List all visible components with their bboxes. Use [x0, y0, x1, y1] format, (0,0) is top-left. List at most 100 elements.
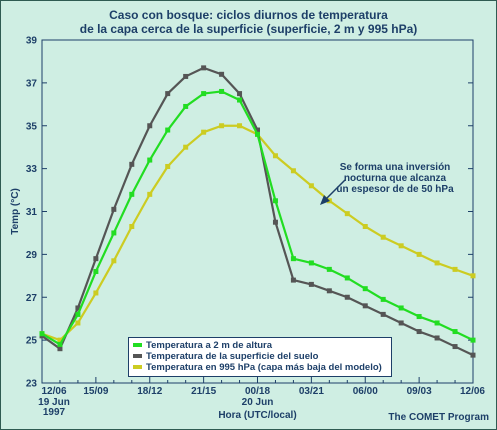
series-1-point — [201, 65, 207, 71]
series-0-point — [272, 198, 278, 204]
series-1-point — [255, 127, 260, 133]
series-1-point — [398, 320, 404, 326]
series-1-point — [147, 123, 153, 129]
annotation-text: nocturna que alcanza — [344, 173, 447, 184]
series-1-point — [434, 335, 440, 341]
series-2-point — [362, 224, 368, 230]
series-2-point — [57, 337, 63, 343]
series-2-point — [147, 191, 153, 197]
series-0-point — [452, 329, 458, 335]
annotation-arrow-head — [320, 195, 330, 205]
x-axis-label: Hora (UTC/local) — [218, 410, 296, 421]
series-1-point — [183, 73, 189, 79]
x-tick-sublabel: 1997 — [43, 407, 66, 418]
series-0-point — [470, 337, 476, 343]
series-2-point — [183, 144, 189, 150]
legend: Temperatura a 2 m de altura Temperatura … — [128, 337, 392, 377]
x-tick-label: 09/03 — [407, 386, 432, 397]
series-1-point — [362, 303, 368, 309]
series-0-point — [75, 311, 81, 317]
series-2-point — [452, 266, 458, 272]
series-0-point — [380, 296, 386, 302]
series-2-point — [93, 290, 99, 296]
legend-label-2m: Temperatura a 2 m de altura — [146, 340, 273, 351]
legend-label-surface: Temperatura de la superficie del suelo — [146, 351, 319, 362]
series-1-point — [57, 346, 63, 352]
series-0-point — [219, 88, 225, 94]
y-tick-label: 39 — [26, 36, 38, 47]
y-tick-label: 33 — [26, 164, 38, 175]
y-tick-label: 37 — [26, 78, 38, 89]
series-0-point — [111, 230, 117, 236]
chart-title: Caso con bosque: ciclos diurnos de tempe… — [109, 8, 388, 22]
x-tick-label: 18/12 — [137, 386, 162, 397]
series-0-point — [201, 91, 207, 97]
series-2-point — [75, 320, 81, 326]
series-0-point — [39, 331, 45, 337]
legend-label-995hpa: Temperatura en 995 hPa (capa más baja de… — [146, 362, 382, 373]
legend-item-2m: Temperatura a 2 m de altura — [133, 340, 272, 352]
chart-title-block: Caso con bosque: ciclos diurnos de tempe… — [0, 8, 497, 36]
y-tick-label: 27 — [26, 293, 38, 304]
series-2-point — [290, 168, 296, 174]
series-2-point — [344, 211, 350, 217]
series-2-point — [129, 224, 135, 230]
series-line-2 — [41, 124, 474, 342]
series-0-point — [57, 341, 63, 347]
series-2-point — [416, 251, 422, 257]
x-tick-label: 12/06 — [41, 386, 66, 397]
series-2-point — [272, 153, 278, 159]
x-tick-label: 12/06 — [460, 386, 485, 397]
series-0-point — [326, 266, 332, 272]
annotation-arrow-shaft — [324, 179, 346, 201]
series-2-point — [201, 129, 207, 135]
y-tick-label: 29 — [26, 250, 38, 261]
annotation-text: un espesor de de 50 hPa — [336, 184, 454, 195]
series-1-point — [93, 256, 99, 262]
y-tick-label: 31 — [26, 207, 38, 218]
credit-label: The COMET Program — [388, 412, 489, 423]
series-1-point — [470, 352, 476, 358]
series-0-point — [362, 286, 368, 292]
legend-item-995hpa: Temperatura en 995 hPa (capa más baja de… — [133, 362, 382, 374]
series-2-point — [219, 123, 225, 129]
annotation-text: Se forma una inversión — [340, 162, 451, 173]
y-tick-label: 35 — [26, 121, 38, 132]
series-0-point — [147, 157, 153, 163]
x-tick-sublabel: 20 Jun — [242, 397, 274, 408]
x-tick-sublabel: 19 Jun — [38, 397, 70, 408]
series-2-point — [308, 183, 314, 189]
series-0-point — [398, 305, 404, 311]
series-1-point — [290, 277, 296, 283]
series-0-point — [434, 320, 440, 326]
series-2-point — [398, 243, 404, 249]
series-2-point — [165, 163, 171, 169]
series-1-point — [219, 71, 225, 77]
x-tick-label: 00/18 — [245, 386, 270, 397]
series-0-point — [237, 97, 243, 103]
series-0-point — [344, 275, 350, 281]
series-0-point — [183, 103, 189, 109]
series-1-point — [272, 219, 278, 225]
legend-item-surface: Temperatura de la superficie del suelo — [133, 351, 318, 363]
series-0-point — [416, 314, 422, 320]
legend-swatch-surface — [133, 354, 142, 359]
series-1-point — [129, 161, 135, 167]
chart-subtitle: de la capa cerca de la superficie (super… — [79, 22, 418, 36]
x-tick-label: 03/21 — [299, 386, 324, 397]
series-2-point — [434, 260, 440, 266]
y-tick-label: 23 — [26, 379, 38, 390]
series-2-point — [237, 123, 243, 129]
series-1-point — [75, 305, 81, 311]
series-1-point — [237, 91, 243, 97]
y-axis-label: Temp (°C) — [10, 188, 21, 235]
series-1-point — [416, 329, 422, 335]
y-tick-label: 25 — [26, 336, 38, 347]
series-1-point — [165, 91, 171, 97]
series-2-point — [470, 273, 476, 279]
series-0-point — [255, 131, 260, 137]
legend-swatch-995hpa — [133, 365, 142, 370]
series-1-point — [308, 281, 314, 287]
plot-area — [41, 39, 474, 384]
series-1-point — [111, 206, 117, 212]
